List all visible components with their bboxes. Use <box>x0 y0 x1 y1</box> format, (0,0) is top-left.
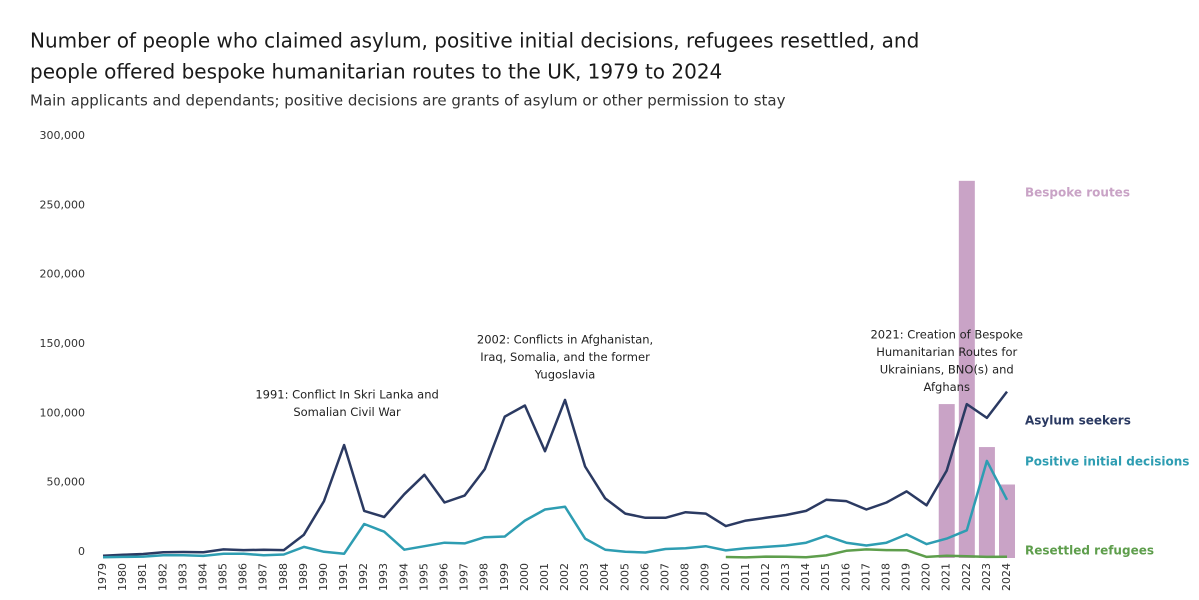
x-tick-label: 1986 <box>237 563 250 591</box>
x-tick-label: 2022 <box>960 563 973 591</box>
x-tick-label: 2006 <box>638 563 651 591</box>
x-tick-label: 1980 <box>116 563 129 591</box>
x-tick-label: 1979 <box>96 563 109 591</box>
series-label: Bespoke routes <box>1025 186 1130 200</box>
x-tick-label: 1981 <box>136 563 149 591</box>
x-tick-label: 1997 <box>458 563 471 591</box>
x-tick-label: 1995 <box>417 563 430 591</box>
x-tick-label: 1991 <box>337 563 350 591</box>
annotation: 2021: Creation of Bespoke <box>870 328 1022 342</box>
series-label: Positive initial decisions <box>1025 455 1189 469</box>
x-tick-label: 2018 <box>879 563 892 591</box>
annotation: Yugoslavia <box>534 368 596 382</box>
bar <box>999 484 1015 558</box>
chart-title: people offered bespoke humanitarian rout… <box>30 60 722 84</box>
x-tick-label: 2010 <box>719 563 732 591</box>
x-tick-label: 2002 <box>558 563 571 591</box>
annotation: 2002: Conflicts in Afghanistan, <box>477 333 653 347</box>
x-tick-label: 2000 <box>518 563 531 591</box>
x-tick-label: 1992 <box>357 563 370 591</box>
line <box>102 390 1008 558</box>
x-tick-label: 1988 <box>277 563 290 591</box>
annotation: Somalian Civil War <box>293 405 401 419</box>
x-tick-label: 2019 <box>900 563 913 591</box>
x-tick-label: 1987 <box>257 563 270 591</box>
x-tick-label: 2005 <box>618 563 631 591</box>
line <box>725 548 1008 559</box>
x-tick-label: 2020 <box>920 563 933 591</box>
x-tick-label: 2009 <box>699 563 712 591</box>
x-tick-label: 2007 <box>658 563 671 591</box>
x-tick-label: 2017 <box>859 563 872 591</box>
x-tick-label: 1985 <box>217 563 230 591</box>
x-tick-label: 1983 <box>176 563 189 591</box>
series-label: Resettled refugees <box>1025 544 1154 558</box>
series-label: Asylum seekers <box>1025 414 1131 428</box>
y-tick-label: 0 <box>78 545 85 558</box>
x-tick-label: 2016 <box>839 563 852 591</box>
chart-title: Number of people who claimed asylum, pos… <box>30 29 919 53</box>
x-tick-label: 2012 <box>759 563 772 591</box>
x-tick-label: 2014 <box>799 563 812 591</box>
y-tick-label: 50,000 <box>47 476 86 489</box>
x-tick-label: 2013 <box>779 563 792 591</box>
x-tick-label: 1994 <box>397 563 410 591</box>
x-tick-label: 2008 <box>679 563 692 591</box>
x-tick-label: 2015 <box>819 563 832 591</box>
y-tick-label: 300,000 <box>40 129 86 142</box>
x-tick-label: 2003 <box>578 563 591 591</box>
x-tick-label: 2001 <box>538 563 551 591</box>
y-tick-label: 250,000 <box>40 198 86 211</box>
x-tick-label: 2024 <box>1000 563 1013 591</box>
bar <box>938 404 955 558</box>
x-tick-label: 1984 <box>196 563 209 591</box>
x-tick-label: 2011 <box>739 563 752 591</box>
x-tick-label: 1989 <box>297 563 310 591</box>
x-tick-label: 1999 <box>498 563 511 591</box>
x-tick-label: 1998 <box>478 563 491 591</box>
bar <box>958 180 975 558</box>
chart-subtitle: Main applicants and dependants; positive… <box>30 92 786 110</box>
annotation: 1991: Conflict In Skri Lanka and <box>255 388 439 402</box>
annotation: Ukrainians, BNO(s) and <box>880 363 1014 377</box>
y-tick-label: 150,000 <box>40 337 86 350</box>
x-tick-label: 1982 <box>156 563 169 591</box>
y-tick-label: 100,000 <box>40 406 86 419</box>
x-tick-label: 1990 <box>317 563 330 591</box>
line <box>102 459 1009 559</box>
annotation: Humanitarian Routes for <box>876 345 1017 359</box>
x-tick-label: 1993 <box>377 563 390 591</box>
y-tick-label: 200,000 <box>40 268 86 281</box>
x-tick-label: 1996 <box>438 563 451 591</box>
x-tick-label: 2021 <box>940 563 953 591</box>
x-tick-label: 2023 <box>980 563 993 591</box>
annotation: Iraq, Somalia, and the former <box>480 350 650 364</box>
x-tick-label: 2004 <box>598 563 611 591</box>
annotation: Afghans <box>924 380 970 394</box>
